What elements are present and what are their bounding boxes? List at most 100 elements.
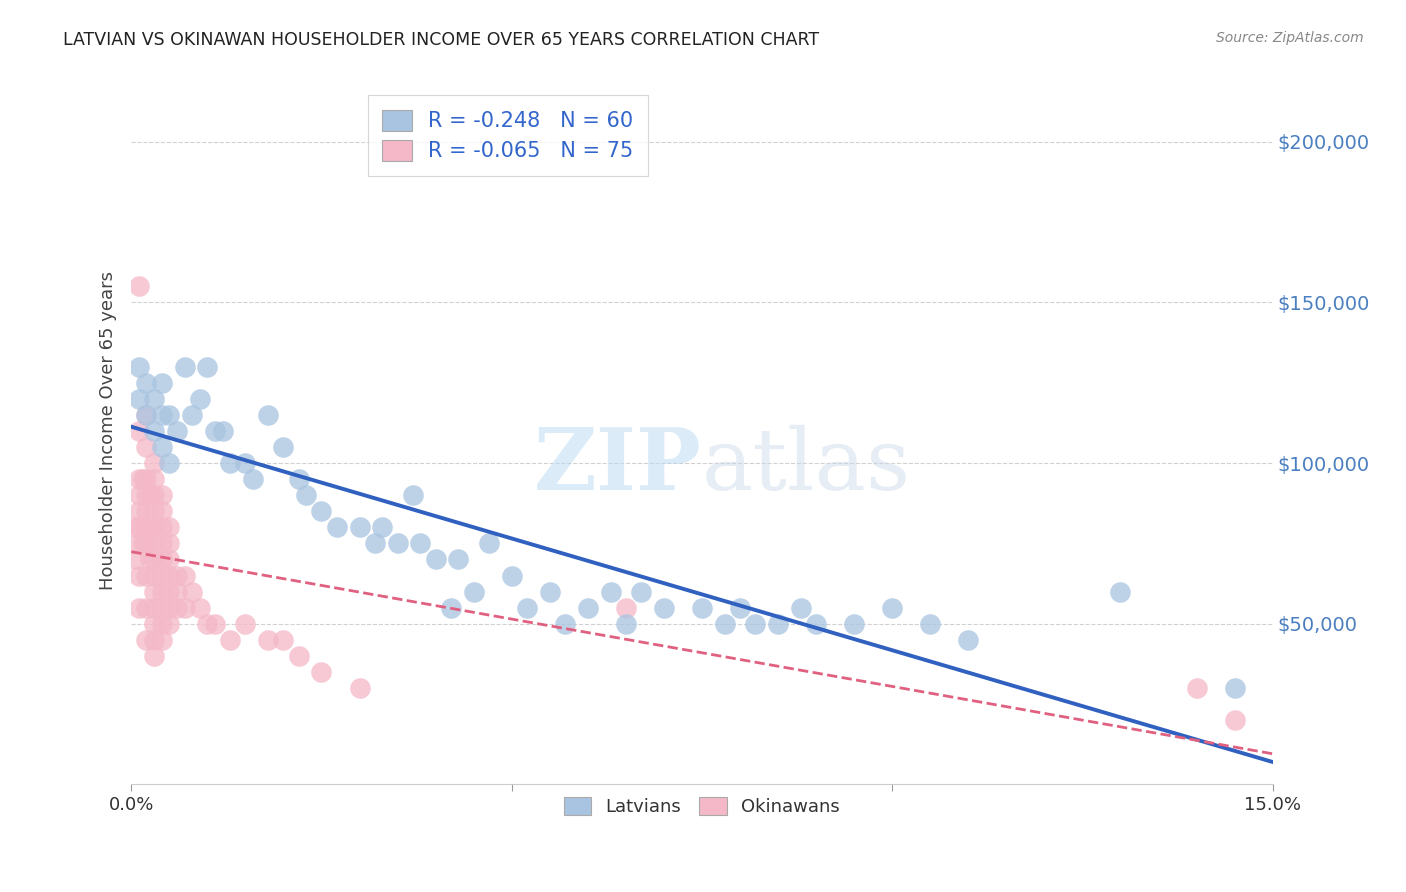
Point	[128, 359, 150, 374]
Point	[135, 504, 157, 518]
Point	[143, 456, 166, 470]
Point	[150, 552, 173, 566]
Point	[143, 488, 166, 502]
Point	[173, 359, 195, 374]
Point	[143, 616, 166, 631]
Point	[139, 488, 162, 502]
Point	[538, 584, 561, 599]
Point	[766, 616, 789, 631]
Point	[128, 488, 150, 502]
Point	[166, 568, 188, 582]
Point	[128, 472, 150, 486]
Point	[219, 632, 242, 647]
Point	[139, 552, 162, 566]
Point	[143, 392, 166, 406]
Point	[166, 584, 188, 599]
Point	[371, 520, 394, 534]
Point	[1185, 681, 1208, 695]
Point	[744, 616, 766, 631]
Point	[614, 600, 637, 615]
Point	[325, 520, 347, 534]
Point	[150, 536, 173, 550]
Point	[728, 600, 751, 615]
Point	[150, 504, 173, 518]
Point	[287, 472, 309, 486]
Point	[273, 632, 295, 647]
Point	[157, 536, 180, 550]
Point	[135, 568, 157, 582]
Point	[157, 568, 180, 582]
Point	[135, 408, 157, 422]
Point	[713, 616, 735, 631]
Point	[143, 568, 166, 582]
Point	[131, 536, 153, 550]
Point	[219, 456, 242, 470]
Point	[349, 681, 371, 695]
Point	[181, 584, 204, 599]
Point	[135, 488, 157, 502]
Point	[128, 568, 150, 582]
Point	[1109, 584, 1132, 599]
Point	[311, 504, 333, 518]
Point	[425, 552, 447, 566]
Point	[150, 520, 173, 534]
Point	[128, 520, 150, 534]
Point	[188, 392, 211, 406]
Point	[128, 392, 150, 406]
Point	[150, 488, 173, 502]
Point	[242, 472, 264, 486]
Point	[128, 504, 150, 518]
Point	[630, 584, 652, 599]
Point	[295, 488, 318, 502]
Point	[135, 408, 157, 422]
Point	[844, 616, 866, 631]
Point	[150, 584, 173, 599]
Point	[652, 600, 675, 615]
Point	[143, 600, 166, 615]
Legend: Latvians, Okinawans: Latvians, Okinawans	[555, 788, 849, 825]
Point	[135, 536, 157, 550]
Point	[150, 440, 173, 454]
Point	[440, 600, 463, 615]
Point	[143, 536, 166, 550]
Point	[554, 616, 576, 631]
Text: ZIP: ZIP	[534, 425, 702, 508]
Point	[143, 472, 166, 486]
Point	[463, 584, 485, 599]
Point	[614, 616, 637, 631]
Y-axis label: Householder Income Over 65 years: Householder Income Over 65 years	[100, 271, 117, 591]
Point	[135, 376, 157, 390]
Point	[143, 648, 166, 663]
Point	[150, 568, 173, 582]
Point	[143, 584, 166, 599]
Point	[166, 600, 188, 615]
Point	[235, 616, 257, 631]
Point	[150, 408, 173, 422]
Point	[181, 408, 204, 422]
Point	[128, 536, 150, 550]
Text: LATVIAN VS OKINAWAN HOUSEHOLDER INCOME OVER 65 YEARS CORRELATION CHART: LATVIAN VS OKINAWAN HOUSEHOLDER INCOME O…	[63, 31, 820, 49]
Point	[311, 665, 333, 679]
Point	[166, 424, 188, 438]
Point	[188, 600, 211, 615]
Point	[478, 536, 501, 550]
Point	[131, 472, 153, 486]
Point	[409, 536, 432, 550]
Point	[1223, 713, 1246, 727]
Point	[235, 456, 257, 470]
Point	[150, 600, 173, 615]
Point	[128, 600, 150, 615]
Point	[124, 520, 146, 534]
Point	[157, 408, 180, 422]
Point	[402, 488, 425, 502]
Point	[349, 520, 371, 534]
Point	[257, 408, 280, 422]
Point	[173, 568, 195, 582]
Point	[135, 472, 157, 486]
Point	[882, 600, 904, 615]
Point	[599, 584, 621, 599]
Point	[150, 616, 173, 631]
Point	[447, 552, 470, 566]
Point	[501, 568, 523, 582]
Point	[257, 632, 280, 647]
